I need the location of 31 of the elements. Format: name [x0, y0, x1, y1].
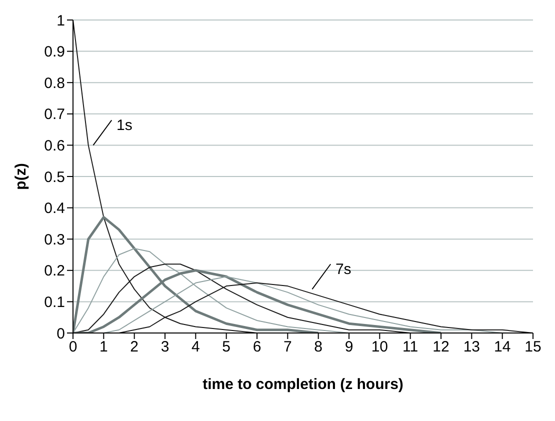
- y-tick-label: 0.8: [44, 74, 65, 92]
- x-tick-label: 10: [371, 338, 388, 356]
- x-tick-label: 12: [432, 338, 450, 356]
- y-tick-label: 0.2: [44, 262, 65, 280]
- x-tick-label: 3: [160, 338, 170, 356]
- x-tick-label: 11: [402, 338, 418, 356]
- y-tick-label: 0.3: [44, 231, 65, 248]
- y-tick-label: 0: [56, 325, 65, 342]
- x-tick-label: 15: [524, 338, 542, 356]
- x-tick-label: 5: [222, 338, 231, 356]
- y-tick-label: 1: [56, 12, 65, 30]
- x-axis-title: time to completion (z hours): [202, 376, 404, 393]
- y-tick-label: 0.5: [44, 168, 65, 186]
- y-axis-title: p(z): [12, 163, 30, 190]
- x-tick-label: 9: [344, 338, 354, 356]
- y-tick-label: 0.7: [44, 106, 65, 124]
- x-tick-label: 2: [130, 338, 139, 356]
- annotation: 1s: [116, 117, 132, 134]
- y-tick-label: 0.9: [44, 44, 65, 61]
- annotation: 7s: [335, 260, 352, 278]
- x-tick-label: 0: [68, 338, 78, 356]
- x-tick-label: 6: [252, 338, 262, 356]
- x-tick-label: 1: [99, 338, 108, 356]
- x-tick-label: 7: [283, 338, 292, 356]
- y-tick-label: 0.4: [44, 200, 65, 218]
- x-tick-label: 14: [494, 338, 511, 356]
- x-tick-label: 4: [191, 338, 200, 356]
- y-tick-label: 0.6: [44, 138, 65, 155]
- x-tick-label: 13: [463, 338, 480, 356]
- y-tick-label: 0.1: [44, 294, 65, 312]
- x-tick-label: 8: [314, 338, 323, 356]
